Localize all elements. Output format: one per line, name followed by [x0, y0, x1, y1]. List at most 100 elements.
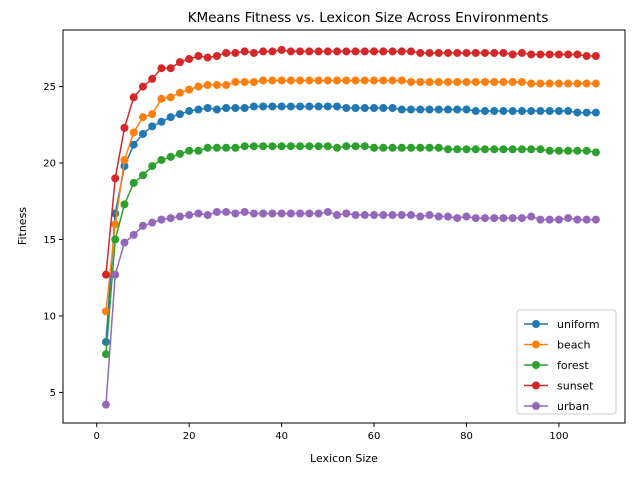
data-point-sunset — [388, 47, 397, 56]
data-point-beach — [175, 88, 184, 97]
data-point-uniform — [305, 102, 314, 111]
data-point-forest — [222, 143, 231, 152]
data-point-uniform — [296, 102, 305, 111]
axes-frame — [62, 29, 626, 424]
x-tick-label: 0 — [94, 431, 100, 442]
data-point-sunset — [416, 48, 425, 57]
legend-swatch-marker — [532, 320, 540, 328]
data-point-urban — [222, 207, 231, 216]
y-tick-label: 15 — [43, 235, 56, 246]
data-point-urban — [573, 215, 582, 224]
data-point-uniform — [370, 103, 379, 112]
data-point-sunset — [101, 270, 110, 279]
data-point-forest — [462, 145, 471, 154]
data-point-sunset — [194, 52, 203, 60]
data-point-urban — [554, 215, 563, 224]
data-point-beach — [453, 77, 462, 86]
legend-label: urban — [557, 400, 589, 413]
data-point-sunset — [129, 93, 138, 102]
data-point-uniform — [157, 117, 166, 126]
data-point-forest — [194, 146, 203, 155]
data-point-forest — [407, 143, 416, 152]
data-point-forest — [397, 143, 406, 152]
data-point-sunset — [231, 48, 240, 57]
data-point-beach — [138, 113, 147, 122]
data-point-sunset — [222, 48, 231, 57]
data-point-sunset — [120, 123, 129, 132]
data-point-beach — [305, 76, 314, 85]
data-point-forest — [434, 143, 443, 152]
data-point-beach — [101, 307, 110, 316]
data-point-uniform — [425, 105, 434, 114]
data-point-urban — [333, 211, 342, 220]
data-point-urban — [508, 214, 517, 223]
data-point-beach — [407, 77, 416, 86]
data-point-sunset — [296, 47, 305, 56]
data-point-sunset — [443, 48, 452, 57]
data-point-urban — [212, 207, 221, 216]
data-point-urban — [434, 212, 443, 221]
data-point-urban — [499, 214, 508, 223]
y-tick-label: 20 — [43, 159, 56, 170]
legend-swatch-marker — [532, 381, 540, 390]
data-point-urban — [166, 214, 175, 223]
data-point-uniform — [564, 107, 573, 116]
data-point-forest — [508, 145, 517, 154]
data-point-forest — [379, 143, 388, 152]
data-point-beach — [591, 79, 600, 88]
data-point-sunset — [527, 50, 536, 59]
data-point-urban — [286, 209, 295, 218]
data-point-forest — [342, 142, 351, 151]
data-point-beach — [259, 76, 268, 85]
legend-item-uniform: uniform — [524, 318, 600, 331]
data-point-uniform — [249, 102, 258, 111]
data-point-urban — [129, 230, 138, 239]
data-point-uniform — [222, 103, 231, 112]
data-point-uniform — [480, 107, 489, 116]
data-point-sunset — [351, 47, 360, 56]
legend-item-sunset: sunset — [524, 380, 594, 393]
data-point-uniform — [379, 103, 388, 112]
data-point-sunset — [185, 55, 194, 64]
series-urban — [101, 207, 600, 409]
data-point-uniform — [166, 113, 175, 122]
data-point-uniform — [443, 105, 452, 114]
data-point-beach — [471, 77, 480, 86]
data-point-urban — [277, 209, 286, 218]
data-point-urban — [443, 212, 452, 221]
legend-swatch-marker — [532, 402, 540, 410]
data-point-beach — [240, 77, 249, 86]
data-point-urban — [407, 211, 416, 220]
data-point-urban — [120, 238, 129, 247]
data-point-uniform — [333, 102, 342, 111]
data-point-sunset — [545, 50, 554, 59]
data-point-beach — [536, 79, 545, 88]
data-point-sunset — [425, 48, 434, 57]
data-point-uniform — [194, 105, 203, 114]
x-tick-label: 60 — [368, 431, 381, 442]
data-point-sunset — [370, 47, 379, 56]
data-point-uniform — [582, 108, 591, 117]
data-point-urban — [268, 209, 277, 218]
data-point-beach — [249, 77, 258, 86]
y-tick-label: 25 — [43, 82, 56, 93]
data-point-urban — [175, 212, 184, 221]
data-point-urban — [517, 214, 526, 223]
data-point-urban — [379, 211, 388, 220]
data-point-sunset — [333, 47, 342, 56]
data-point-sunset — [471, 48, 480, 57]
data-point-forest — [203, 143, 212, 152]
data-point-uniform — [314, 102, 323, 111]
data-point-beach — [425, 77, 434, 86]
data-point-urban — [545, 215, 554, 224]
data-point-forest — [138, 171, 147, 180]
data-point-sunset — [360, 47, 369, 56]
data-point-forest — [536, 145, 545, 154]
data-point-beach — [573, 79, 582, 88]
y-axis-label: Fitness — [16, 207, 29, 245]
data-point-uniform — [573, 108, 582, 117]
data-point-forest — [323, 142, 332, 151]
data-point-urban — [314, 209, 323, 218]
data-point-beach — [582, 79, 591, 88]
